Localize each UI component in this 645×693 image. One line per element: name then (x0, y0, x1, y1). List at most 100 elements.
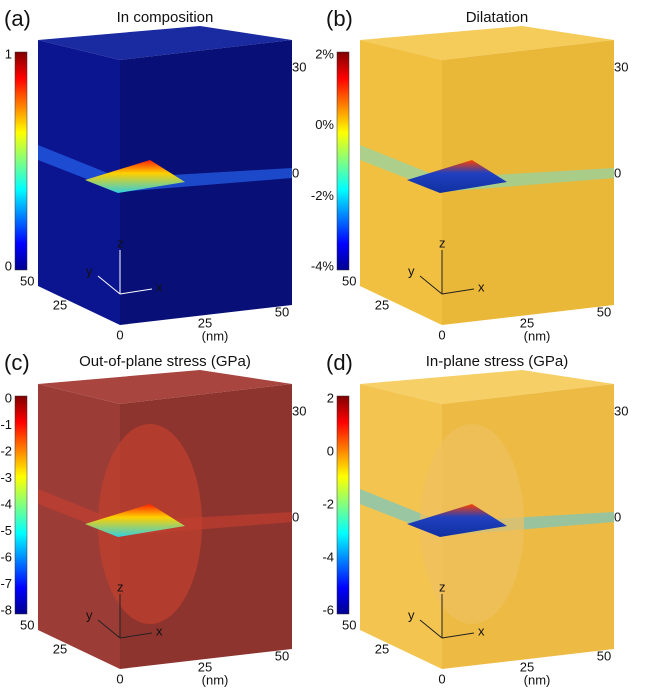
y-tick-label: 25 (375, 641, 389, 656)
axis-y (419, 275, 443, 295)
axis-y (97, 275, 121, 295)
colorbar-tick-label: -4 (0, 496, 12, 511)
z-tick-label: 0 (614, 165, 621, 180)
x-unit: (nm) (524, 328, 551, 343)
x-tick-label: 25 (198, 659, 212, 674)
panel: (b) Dilatation2%0%-2%-4%3005025025(nm)50z… (311, 6, 629, 344)
panel-title: In-plane stress (GPa) (426, 353, 569, 370)
colorbar-tick-label: 1 (5, 46, 12, 61)
x-tick-label: 50 (597, 648, 611, 663)
axis-label: x (156, 279, 163, 294)
axis-y (419, 619, 443, 639)
box-top (38, 370, 292, 404)
colorbar-tick-label: -4% (311, 258, 335, 273)
box-top (360, 370, 614, 404)
x-tick-label: 50 (597, 304, 611, 319)
z-tick-label: 30 (292, 59, 306, 74)
panel-title: Out-of-plane stress (GPa) (79, 353, 251, 370)
y-tick-label: 50 (20, 273, 34, 288)
panel-title: In composition (117, 9, 214, 26)
y-tick-label: 0 (438, 671, 445, 686)
colorbar-tick-label: 2% (315, 46, 334, 61)
y-tick-label: 0 (116, 327, 123, 342)
panel-label: (a) (4, 6, 31, 31)
y-tick-label: 50 (342, 273, 356, 288)
x-tick-label: 25 (198, 315, 212, 330)
axis-label: z (439, 579, 446, 594)
colorbar-tick-label: -7 (0, 576, 12, 591)
pyramid (407, 504, 507, 537)
colorbar (14, 395, 28, 615)
pyramid (407, 160, 507, 193)
z-tick-label: 0 (292, 165, 299, 180)
x-unit: (nm) (524, 672, 551, 687)
colorbar-tick-label: -4 (322, 549, 334, 564)
colorbar-tick-label: -6 (0, 549, 12, 564)
axis-label: y (86, 263, 93, 278)
z-tick-label: 0 (292, 509, 299, 524)
pyramid (85, 160, 185, 193)
z-tick-label: 30 (614, 403, 628, 418)
colorbar-tick-label: 0 (327, 443, 334, 458)
box-left (360, 384, 442, 669)
axis-x (441, 288, 475, 295)
axis-label: x (156, 623, 163, 638)
colorbar-tick-label: -2 (0, 443, 12, 458)
y-tick-label: 25 (53, 641, 67, 656)
y-tick-label: 50 (20, 617, 34, 632)
x-tick-label: 25 (520, 315, 534, 330)
colorbar (336, 395, 350, 615)
y-tick-label: 0 (438, 327, 445, 342)
z-tick-label: 30 (292, 403, 306, 418)
y-tick-label: 25 (53, 297, 67, 312)
colorbar-tick-label: 0 (5, 390, 12, 405)
x-unit: (nm) (202, 672, 229, 687)
axis-x (441, 632, 475, 639)
axis-x (119, 632, 153, 639)
box-top (360, 26, 614, 60)
axis-label: z (117, 235, 124, 250)
colorbar-tick-label: -3 (0, 470, 12, 485)
colorbar (14, 51, 28, 271)
colorbar-tick-label: 0 (5, 258, 12, 273)
panel: (c) Out-of-plane stress (GPa) 0 -1 -2 -3 -4 -5 -… (0, 350, 306, 688)
panel: (d) In-plane stress (GPa) 2 0 -2 -4 -6 30 0 50 25 0… (322, 350, 628, 688)
colorbar-tick-label: -1 (0, 417, 12, 432)
colorbar-tick-label: -8 (0, 602, 12, 617)
axis-label: z (117, 579, 124, 594)
colorbar-tick-label: 0% (315, 117, 334, 132)
z-tick-label: 0 (614, 509, 621, 524)
axis-label: y (86, 607, 93, 622)
z-tick-label: 30 (614, 59, 628, 74)
colorbar-tick-label: -5 (0, 523, 12, 538)
axis-label: x (478, 279, 485, 294)
axis-label: y (408, 263, 415, 278)
panel-title: Dilatation (466, 9, 529, 26)
axis-y (97, 619, 121, 639)
y-tick-label: 0 (116, 671, 123, 686)
box-left (38, 384, 120, 669)
box-left (38, 40, 120, 325)
box-top (38, 26, 292, 60)
x-tick-label: 50 (275, 648, 289, 663)
panel-label: (c) (4, 350, 30, 375)
axis-label: z (439, 235, 446, 250)
axis-label: y (408, 607, 415, 622)
pyramid (85, 504, 185, 537)
axis-x (119, 288, 153, 295)
colorbar-tick-label: -6 (322, 602, 334, 617)
colorbar-tick-label: 2 (327, 390, 334, 405)
colorbar-tick-label: -2 (322, 496, 334, 511)
y-tick-label: 25 (375, 297, 389, 312)
colorbar (336, 51, 350, 271)
y-tick-label: 50 (342, 617, 356, 632)
x-unit: (nm) (202, 328, 229, 343)
axis-label: x (478, 623, 485, 638)
x-tick-label: 25 (520, 659, 534, 674)
panel-label: (b) (326, 6, 353, 31)
panel-label: (d) (326, 350, 353, 375)
x-tick-label: 50 (275, 304, 289, 319)
colorbar-tick-label: -2% (311, 188, 335, 203)
